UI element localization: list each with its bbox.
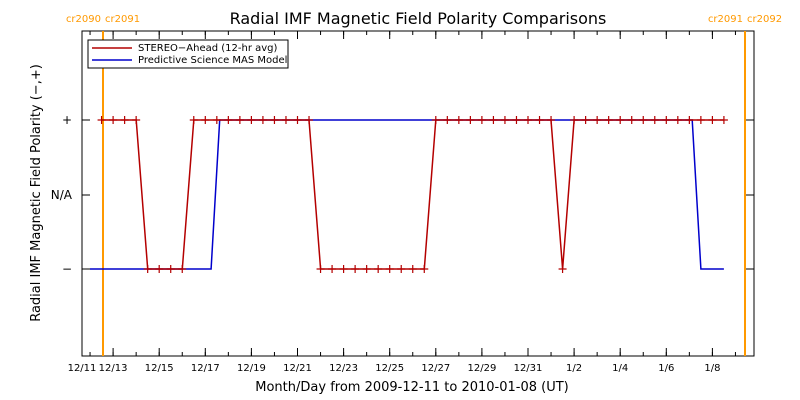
data-point-marker (535, 116, 544, 124)
carrington-rotation-markers: cr2090 cr2091 cr2091 cr2092 (66, 14, 782, 356)
y-axis-label: Radial IMF Magnetic Field Polarity (−,+) (29, 64, 44, 322)
data-point-marker (443, 116, 452, 124)
data-point-marker (397, 265, 406, 273)
data-point-marker (558, 265, 567, 273)
data-point-marker (212, 116, 221, 124)
x-tick-label: 12/11 (68, 363, 97, 374)
x-tick-label: 12/15 (145, 363, 174, 374)
series-line-stereo (101, 119, 724, 270)
data-point-marker (431, 116, 440, 124)
data-point-marker (420, 265, 429, 273)
data-point-marker (109, 116, 118, 124)
data-point-marker (258, 116, 267, 124)
data-point-marker (524, 116, 532, 124)
data-point-marker (362, 265, 371, 273)
data-point-marker (189, 116, 198, 124)
data-point-marker (696, 116, 705, 124)
data-point-marker (408, 265, 417, 273)
data-point-marker (639, 116, 648, 124)
y-tick-label: N/A (51, 188, 73, 202)
data-point-marker (593, 116, 602, 124)
x-tick-label: 12/23 (329, 363, 358, 374)
data-point-marker (316, 265, 325, 273)
data-point-marker (305, 116, 314, 124)
data-point-marker (662, 116, 671, 124)
data-point-marker (650, 116, 659, 124)
data-point-marker (247, 116, 256, 124)
x-axis-label: Month/Day from 2009-12-11 to 2010-01-08 … (255, 380, 568, 395)
data-point-marker (155, 265, 164, 273)
chart-title: Radial IMF Magnetic Field Polarity Compa… (230, 9, 607, 28)
x-tick-label: 12/31 (514, 363, 543, 374)
legend: STEREO−Ahead (12-hr avg) Predictive Scie… (87, 39, 289, 69)
y-tick-label: + (62, 113, 72, 127)
legend-label-stereo: STEREO−Ahead (12-hr avg) (138, 43, 278, 54)
legend-label-mas: Predictive Science MAS Model (138, 55, 287, 66)
x-axis: 12/11 12/13 12/15 12/17 12/19 12/21 12/23 12/25… (68, 31, 736, 374)
data-point-marker (581, 116, 590, 124)
data-point-marker (466, 116, 475, 124)
data-point-marker (547, 116, 556, 124)
data-point-marker (235, 116, 244, 124)
x-tick-label: 12/13 (99, 363, 128, 374)
data-point-marker (166, 265, 175, 273)
y-tick-label: − (62, 262, 72, 276)
data-point-marker (477, 116, 486, 124)
x-tick-label: 12/27 (421, 363, 450, 374)
x-tick-label: 12/19 (237, 363, 266, 374)
data-point-marker (627, 116, 636, 124)
x-tick-label: 12/21 (283, 363, 312, 374)
data-point-marker (570, 116, 579, 124)
data-point-marker (120, 116, 129, 124)
series-markers (97, 116, 728, 273)
y-axis: − N/A + (51, 113, 754, 276)
data-point-marker (351, 265, 360, 273)
data-point-marker (339, 265, 348, 273)
carrington-label-right: cr2091 (105, 14, 140, 25)
x-tick-label: 12/29 (467, 363, 496, 374)
series-line-mas (90, 119, 724, 270)
data-point-marker (673, 116, 682, 124)
data-point-marker (143, 265, 152, 273)
legend-box (87, 39, 289, 69)
data-point-marker (489, 116, 498, 124)
x-tick-label: 1/4 (612, 363, 628, 374)
x-tick-label: 1/2 (566, 363, 582, 374)
data-point-marker (385, 265, 394, 273)
data-point-marker (270, 116, 279, 124)
plot-frame (81, 30, 755, 357)
data-point-marker (374, 265, 383, 273)
data-point-marker (616, 116, 625, 124)
data-point-marker (512, 116, 521, 124)
data-point-marker (132, 116, 141, 124)
data-point-marker (97, 116, 106, 124)
x-tick-label: 12/17 (191, 363, 220, 374)
data-point-marker (178, 265, 187, 273)
series-lines (90, 119, 724, 270)
data-point-marker (708, 116, 717, 124)
x-tick-label: 1/8 (704, 363, 720, 374)
data-point-marker (281, 116, 290, 124)
carrington-label-left: cr2091 (708, 14, 743, 25)
data-point-marker (293, 116, 302, 124)
data-point-marker (685, 116, 694, 124)
data-point-marker (500, 116, 509, 124)
x-tick-label: 12/25 (375, 363, 404, 374)
data-point-marker (224, 116, 233, 124)
data-point-marker (201, 116, 210, 124)
data-point-marker (719, 116, 728, 124)
carrington-label-left: cr2090 (66, 14, 101, 25)
data-point-marker (604, 116, 613, 124)
x-tick-label: 1/6 (658, 363, 674, 374)
data-point-marker (328, 265, 337, 273)
carrington-label-right: cr2092 (747, 14, 782, 25)
data-point-marker (454, 116, 463, 124)
